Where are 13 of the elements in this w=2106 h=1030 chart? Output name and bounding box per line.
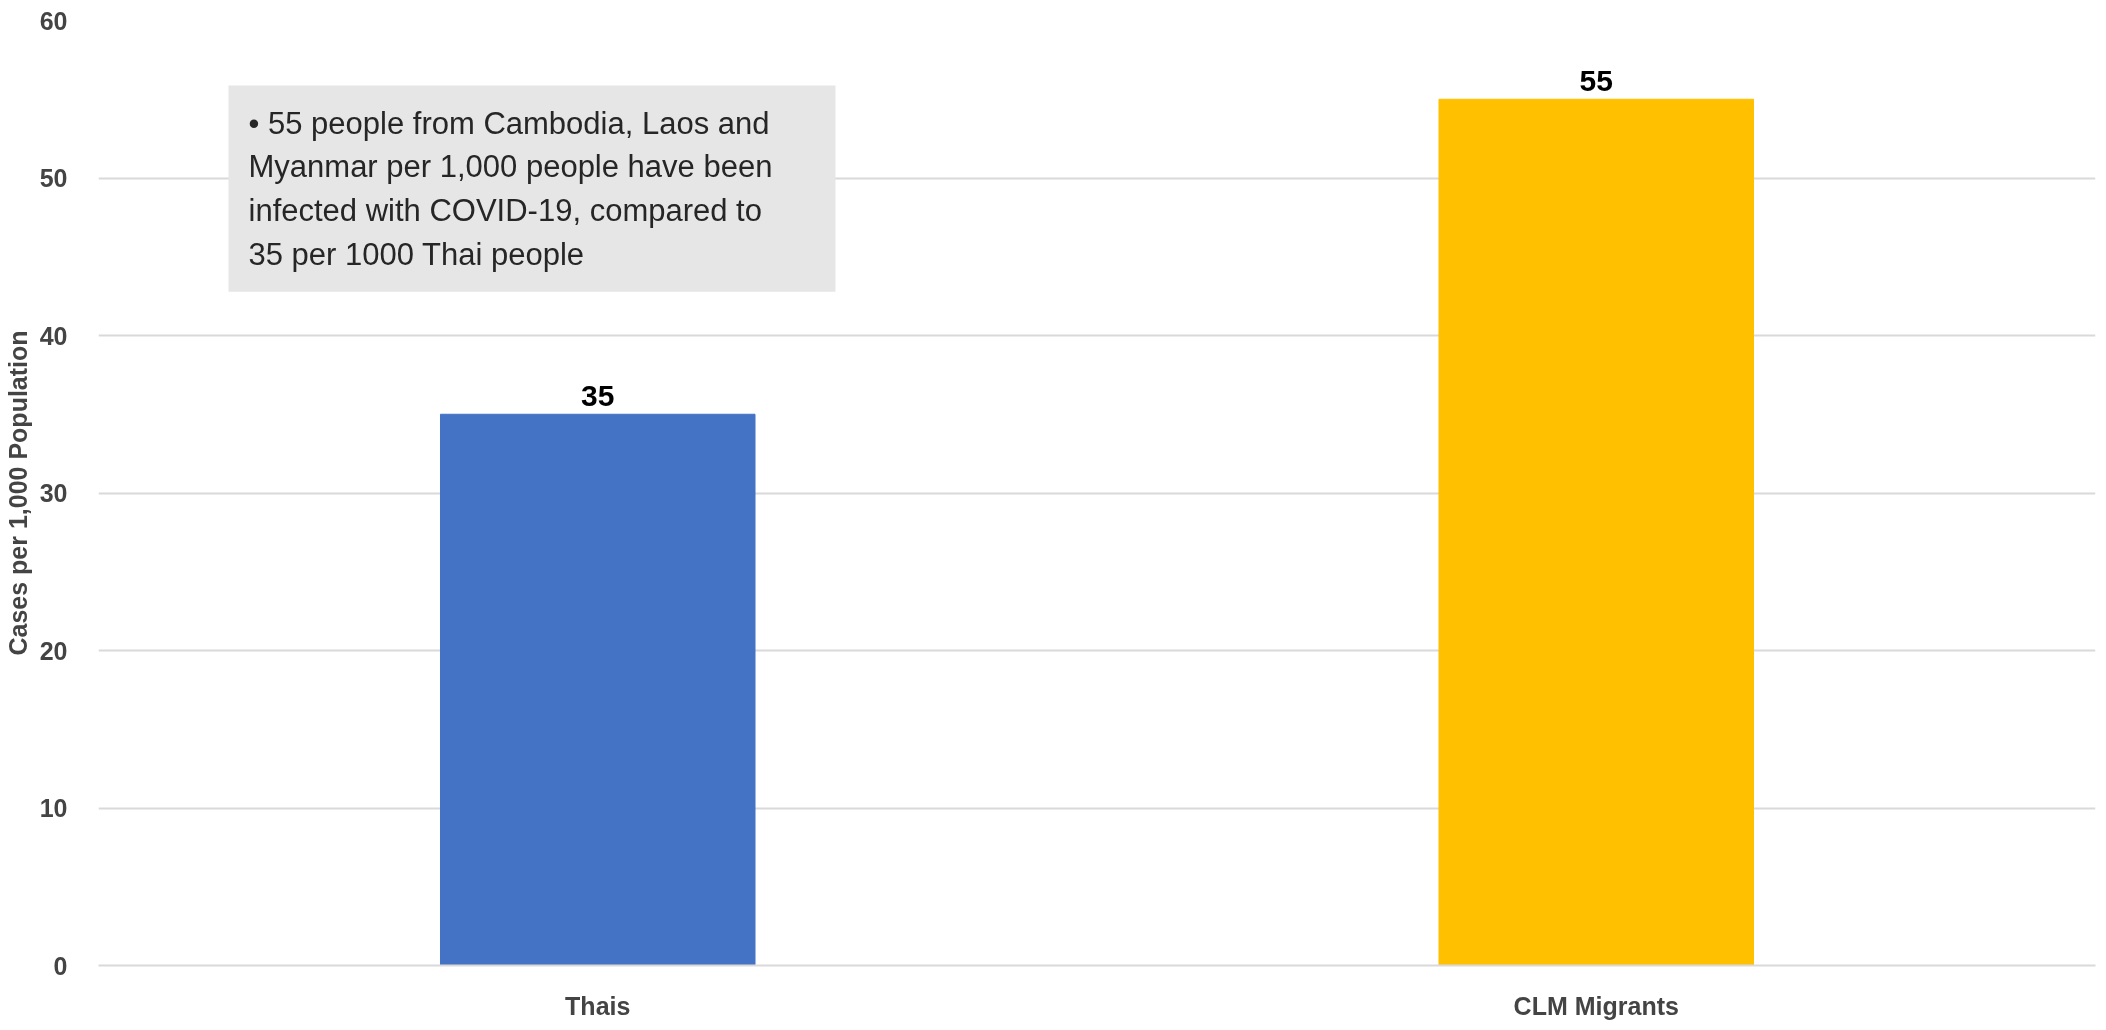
y-tick-label: 10 [39, 794, 68, 822]
x-tick-label: CLM Migrants [1513, 991, 1679, 1020]
data-label: 35 [581, 379, 615, 413]
y-tick-label: 40 [39, 321, 68, 350]
y-axis-title: Cases per 1,000 Population [3, 330, 32, 656]
y-tick-label: 60 [39, 6, 68, 35]
y-tick-label: 30 [39, 479, 68, 507]
annotation: • 55 people from Cambodia, Laos and Myanmar per 1,000 people have been infected with COVID-19, compared to 35 per 1000 Thai people [248, 105, 773, 272]
data-label: 55 [1579, 64, 1613, 98]
y-tick-label: 50 [39, 164, 68, 192]
y-tick-label: 0 [53, 951, 68, 980]
x-tick-label: Thais [565, 991, 631, 1020]
y-tick-label: 20 [39, 636, 68, 665]
